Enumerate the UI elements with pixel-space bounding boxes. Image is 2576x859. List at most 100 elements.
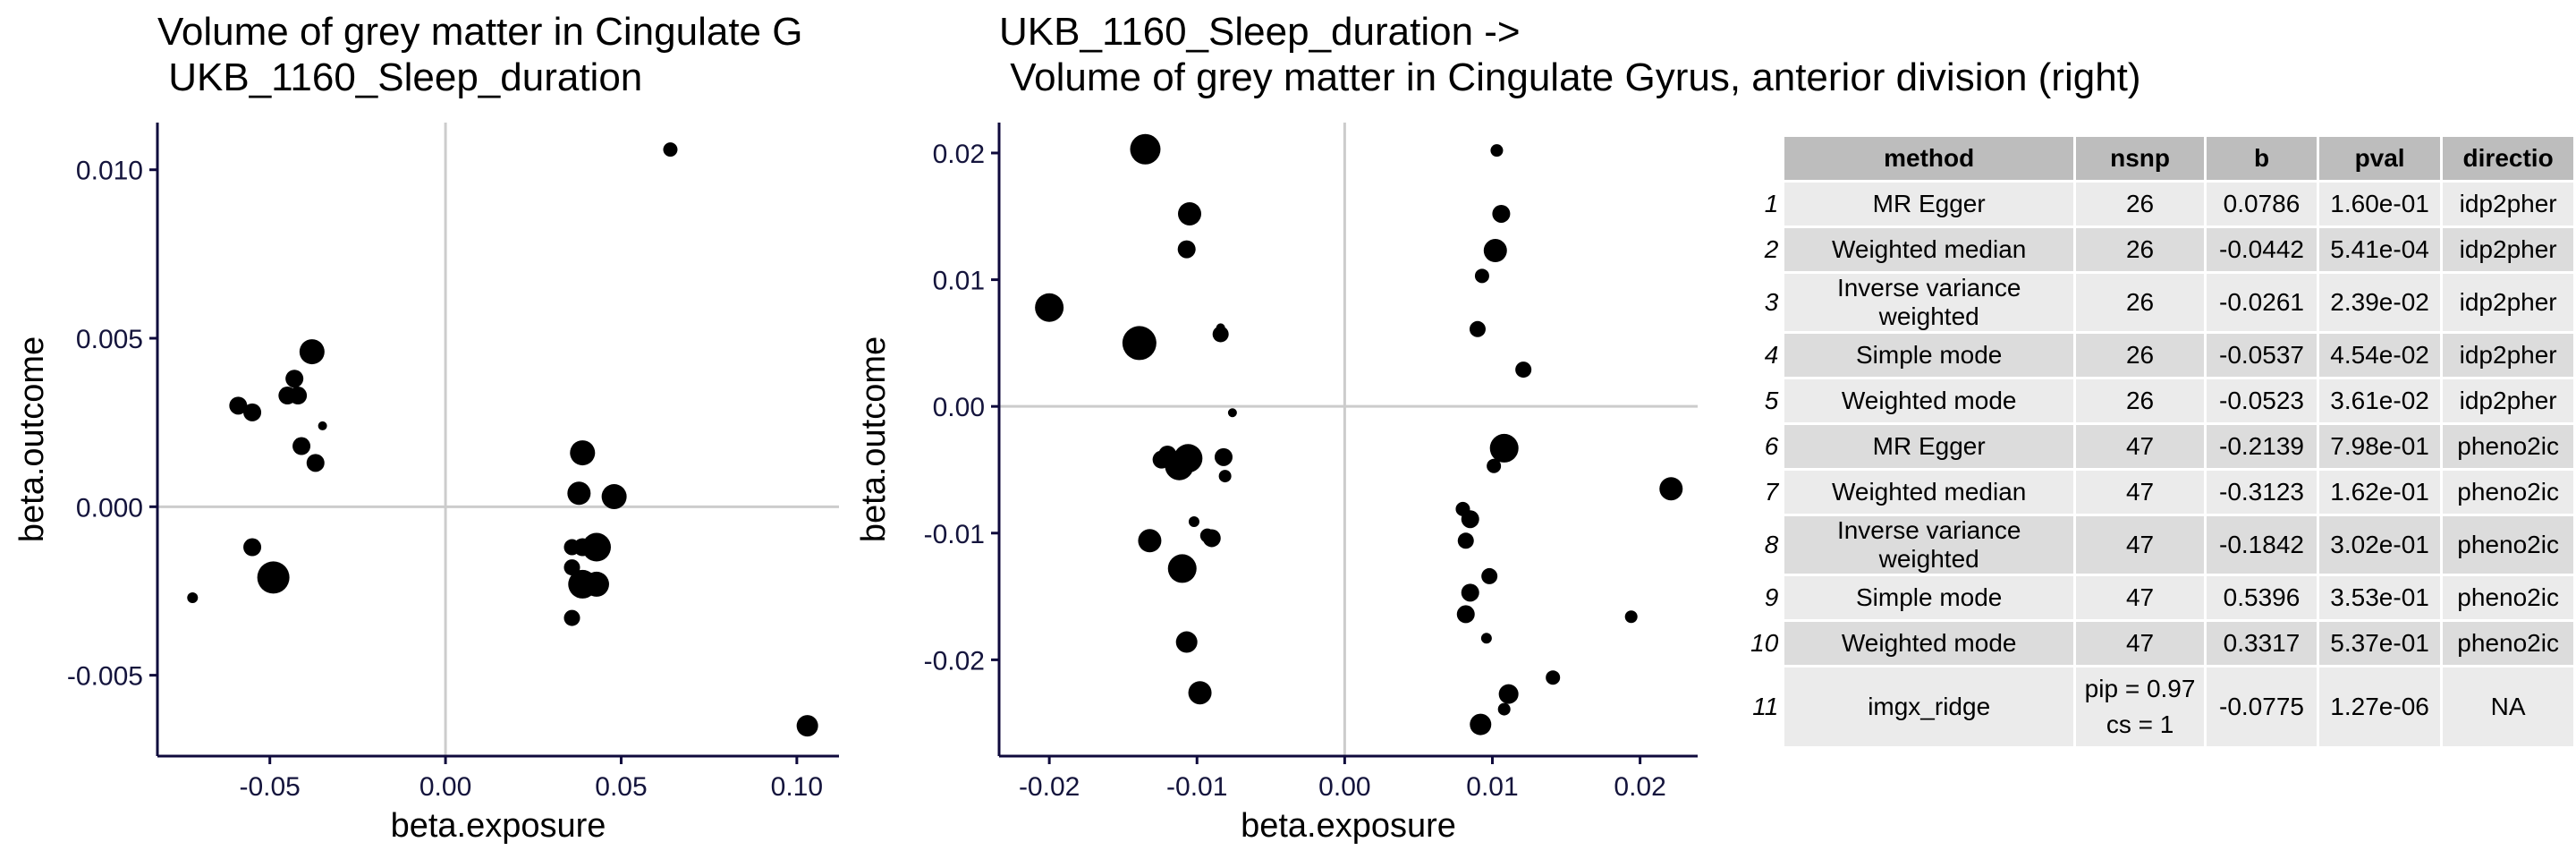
cell-method: Simple mode: [1784, 576, 2074, 619]
row-number: 4: [1741, 334, 1783, 377]
table-row: 10 Weighted mode 47 0.3317 5.37e-01 pheno2ic: [1741, 622, 2573, 665]
cell-direction: pheno2ic: [2443, 516, 2573, 574]
cell-pval: 5.41e-04: [2318, 228, 2441, 271]
data-point: [1178, 201, 1201, 225]
cell-nsnp-line2: cs = 1: [2106, 710, 2174, 738]
cell-direction: pheno2ic: [2443, 425, 2573, 468]
cell-pval: 7.98e-01: [2318, 425, 2441, 468]
x-tick-label: -0.05: [239, 772, 300, 802]
cell-direction: idp2pher: [2443, 274, 2573, 331]
data-point: [289, 387, 308, 405]
cell-b: -0.3123: [2207, 471, 2317, 514]
cell-b: -0.0537: [2207, 334, 2317, 377]
data-point: [796, 715, 818, 737]
data-point: [1490, 144, 1504, 157]
x-tick-label: 0.00: [419, 772, 471, 802]
cell-b: 0.5396: [2207, 576, 2317, 619]
data-point: [1212, 326, 1229, 343]
data-point: [583, 571, 609, 597]
data-point: [1227, 408, 1237, 418]
cell-nsnp: 26: [2076, 183, 2205, 225]
data-point: [1175, 631, 1198, 653]
data-point: [1624, 610, 1638, 624]
x-tick-label: 0.01: [1466, 772, 1518, 802]
data-point: [292, 437, 311, 455]
row-number: 11: [1741, 668, 1783, 746]
cell-pval: 1.62e-01: [2318, 471, 2441, 514]
row-number: 1: [1741, 183, 1783, 225]
data-point: [581, 532, 611, 562]
x-axis-label: beta.exposure: [1241, 807, 1456, 845]
data-point: [1492, 204, 1511, 223]
data-point: [1174, 444, 1203, 473]
cell-direction: idp2pher: [2443, 228, 2573, 271]
data-point: [285, 370, 304, 388]
data-point: [1483, 239, 1507, 263]
row-number: 3: [1741, 274, 1783, 331]
table-row: 6 MR Egger 47 -0.2139 7.98e-01 pheno2ic: [1741, 425, 2573, 468]
cell-pval: 5.37e-01: [2318, 622, 2441, 665]
table-row: 8 Inverse variance weighted 47 -0.1842 3.02e…: [1741, 516, 2573, 574]
y-tick-label: 0.010: [76, 157, 143, 186]
data-point: [187, 592, 199, 603]
header-direction: directio: [2443, 137, 2573, 180]
x-axis-label: beta.exposure: [391, 807, 606, 845]
data-point: [1035, 293, 1064, 322]
data-point: [1515, 361, 1532, 378]
cell-b: -0.0261: [2207, 274, 2317, 331]
cell-b: -0.1842: [2207, 516, 2317, 574]
y-axis-label: beta.outcome: [13, 336, 51, 542]
row-number: 9: [1741, 576, 1783, 619]
cell-direction: idp2pher: [2443, 334, 2573, 377]
data-point: [1470, 713, 1492, 736]
cell-method: Inverse variance weighted: [1784, 516, 2074, 574]
cell-direction: pheno2ic: [2443, 471, 2573, 514]
y-tick-label: 0.02: [933, 140, 985, 169]
data-point: [1216, 323, 1225, 333]
table-row: 2 Weighted median 26 -0.0442 5.41e-04 idp2phe…: [1741, 228, 2573, 271]
cell-pval: 3.53e-01: [2318, 576, 2441, 619]
x-tick-label: -0.02: [1019, 772, 1080, 802]
cell-method: imgx_ridge: [1784, 668, 2074, 746]
y-tick-label: -0.02: [924, 646, 985, 676]
data-point: [1457, 532, 1474, 549]
y-axis-label: beta.outcome: [855, 336, 893, 542]
cell-nsnp: 26: [2076, 228, 2205, 271]
cell-nsnp: 47: [2076, 425, 2205, 468]
data-point: [229, 396, 248, 415]
cell-direction: pheno2ic: [2443, 622, 2573, 665]
data-point: [1130, 133, 1161, 165]
x-tick-label: 0.00: [1318, 772, 1370, 802]
data-point: [1461, 510, 1479, 529]
data-point: [1497, 702, 1511, 716]
header-rownum: [1741, 137, 1783, 180]
cell-method: Simple mode: [1784, 334, 2074, 377]
data-point: [601, 484, 627, 510]
data-point: [1456, 605, 1475, 624]
y-tick-label: 0.00: [933, 393, 985, 422]
data-point: [1218, 470, 1232, 483]
cell-pval: 4.54e-02: [2318, 334, 2441, 377]
data-point: [1138, 529, 1162, 553]
header-pval: pval: [2318, 137, 2441, 180]
y-tick-label: -0.01: [924, 520, 985, 549]
data-point: [1461, 583, 1479, 602]
data-point: [564, 609, 580, 626]
table-row: 1 MR Egger 26 0.0786 1.60e-01 idp2pher: [1741, 183, 2573, 225]
data-point: [1659, 477, 1683, 501]
header-method: method: [1784, 137, 2074, 180]
data-point: [570, 440, 596, 466]
row-number: 2: [1741, 228, 1783, 271]
table-row: 11 imgx_ridge pip = 0.97 cs = 1 -0.0775 1.27e…: [1741, 668, 2573, 746]
cell-b: 0.3317: [2207, 622, 2317, 665]
data-point: [299, 339, 325, 365]
data-point: [1481, 567, 1498, 584]
data-point: [1177, 240, 1196, 259]
data-point: [1469, 320, 1486, 337]
data-point: [243, 403, 262, 421]
data-point: [1546, 670, 1561, 685]
cell-method: Weighted mode: [1784, 379, 2074, 422]
data-point: [1202, 529, 1221, 548]
data-point: [1188, 516, 1199, 528]
row-number: 5: [1741, 379, 1783, 422]
